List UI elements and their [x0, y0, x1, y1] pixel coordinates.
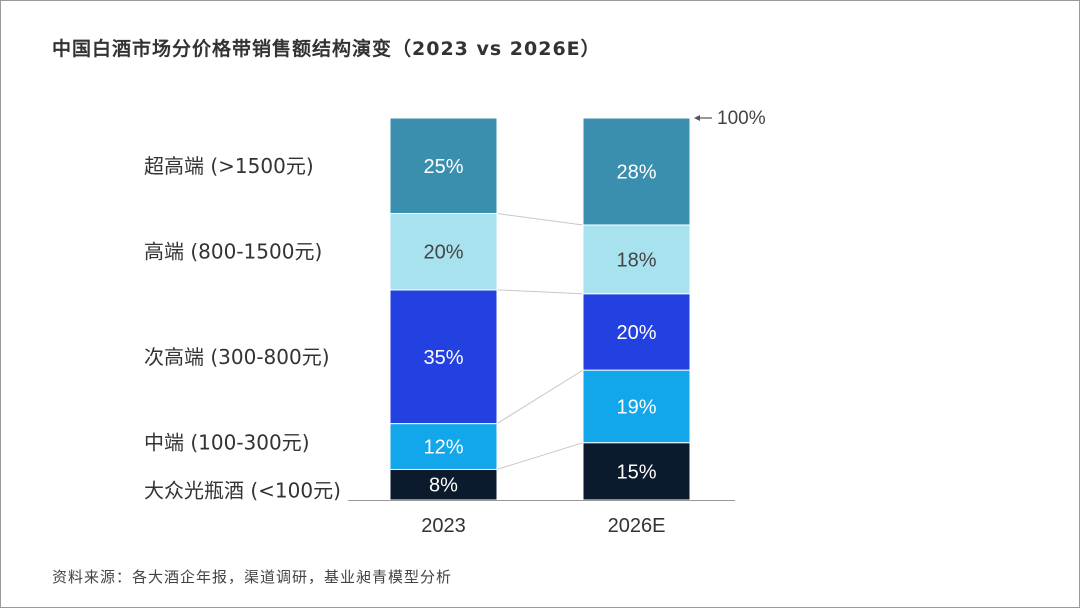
- series-label: 大众光瓶酒 (<100元): [144, 479, 341, 503]
- bar-segment: [389, 468, 498, 501]
- series-label: 高端 (800-1500元): [144, 240, 322, 264]
- connector-line: [496, 369, 584, 425]
- data-label: 20%: [616, 322, 656, 344]
- x-tick-label: 2023: [421, 515, 466, 537]
- bar-segment: [582, 369, 691, 444]
- data-label: 25%: [423, 156, 463, 178]
- data-label: 20%: [423, 242, 463, 264]
- bar-segment: [582, 117, 691, 226]
- bar-segment: [389, 213, 498, 291]
- bar-segment: [389, 289, 498, 425]
- data-label: 8%: [429, 475, 458, 497]
- bar-segment: [582, 293, 691, 371]
- total-annotation: 100%: [717, 108, 766, 129]
- arrow-head-icon: [694, 115, 700, 121]
- connector-line: [496, 289, 584, 295]
- connector-line: [496, 442, 584, 470]
- bar-segment: [582, 224, 691, 295]
- bar-segment: [389, 423, 498, 470]
- data-label: 15%: [616, 461, 656, 483]
- data-label: 28%: [616, 161, 656, 183]
- source-note: 资料来源：各大酒企年报，渠道调研，基业昶青模型分析: [52, 568, 453, 586]
- data-label: 12%: [423, 437, 463, 459]
- series-label: 超高端 (>1500元): [144, 154, 314, 178]
- data-label: 19%: [616, 396, 656, 418]
- x-tick-label: 2026E: [608, 515, 666, 537]
- connector-line: [496, 213, 584, 226]
- chart-title: 中国白酒市场分价格带销售额结构演变（2023 vs 2026E）: [52, 38, 601, 60]
- data-label: 18%: [616, 249, 656, 271]
- bar-segment: [389, 117, 498, 214]
- series-label: 中端 (100-300元): [144, 431, 310, 455]
- data-label: 35%: [423, 347, 463, 369]
- series-label: 次高端 (300-800元): [144, 345, 330, 369]
